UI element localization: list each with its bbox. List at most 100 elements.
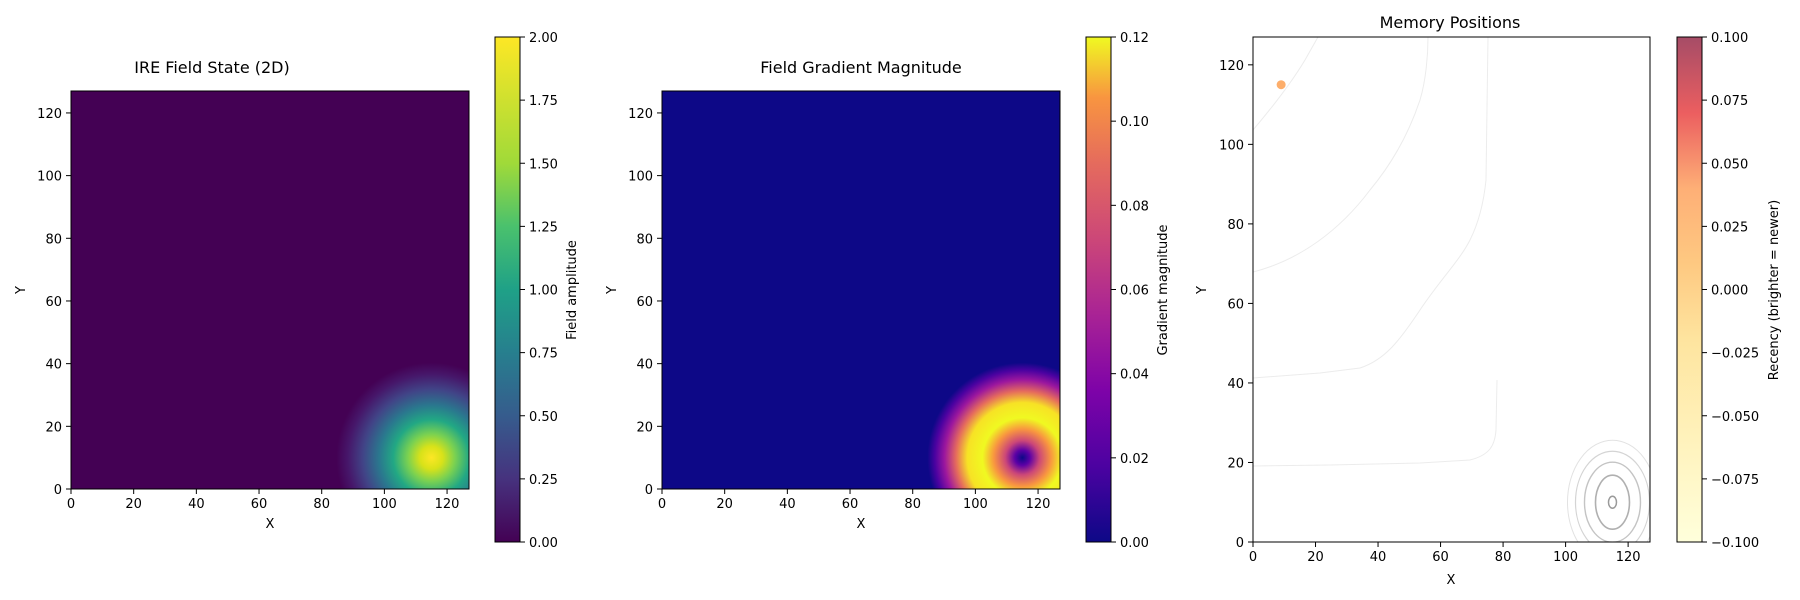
y-tick-label: 80: [45, 232, 62, 247]
x-tick-label: 80: [313, 497, 330, 512]
panel1-field-peak: [336, 362, 469, 489]
panel-memory-positions: Memory Positions 0 20 40 60 80 100 120 0 20 40 60…: [1195, 13, 1782, 588]
y-tick-label: 120: [37, 107, 62, 122]
y-tick-label: 120: [1219, 59, 1244, 74]
x-tick-label: 100: [1553, 550, 1578, 565]
colorbar-tick-label: 0.08: [1120, 199, 1149, 214]
contour-line: [1253, 37, 1489, 379]
colorbar-tick-label: 1.25: [529, 220, 558, 235]
x-tick-label: 20: [125, 497, 142, 512]
colorbar-tick-label: 0.00: [1120, 536, 1149, 551]
y-tick-label: 20: [1227, 456, 1244, 471]
panel3-title: Memory Positions: [1380, 13, 1521, 32]
y-tick-label: 40: [45, 358, 62, 373]
panel3-y-ticks: 0 20 40 60 80 100 120: [1219, 59, 1253, 551]
panel1-x-ticks: 0 20 40 60 80 100 120: [67, 489, 459, 512]
panel2-y-label: Y: [605, 286, 620, 295]
panel1-title: IRE Field State (2D): [134, 58, 289, 77]
panel2-title: Field Gradient Magnitude: [760, 58, 962, 77]
x-tick-label: 0: [658, 497, 666, 512]
panel2-colorbar-ticks: 0.00 0.02 0.04 0.06 0.08 0.10 0.12: [1111, 31, 1149, 551]
y-tick-label: 40: [636, 358, 653, 373]
panel2-x-ticks: 0 20 40 60 80 100 120: [658, 489, 1051, 512]
colorbar-tick-label: 0.02: [1120, 452, 1149, 467]
contour-ring: [1607, 495, 1618, 509]
y-tick-label: 20: [636, 420, 653, 435]
panel2-gradient-ring: [927, 362, 1060, 489]
x-tick-label: 20: [1307, 550, 1324, 565]
panel-gradient-magnitude: Field Gradient Magnitude 0 20 40 60 80 100 120…: [605, 31, 1171, 551]
contour-ring: [1567, 439, 1650, 542]
panel-field-state: IRE Field State (2D) 0 20 40 60 80 100 120 0 20…: [14, 31, 580, 551]
y-tick-label: 100: [628, 170, 653, 185]
colorbar-tick-label: −0.025: [1711, 347, 1759, 362]
field-peak-blob: [336, 362, 469, 489]
colorbar-tick-label: 0.10: [1120, 115, 1149, 130]
colorbar-tick-label: 0.050: [1711, 157, 1748, 172]
panel3-contour-lines: [1253, 37, 1650, 542]
contour-ring: [1574, 450, 1650, 542]
panel2-colorbar-label: Gradient magnitude: [1156, 224, 1171, 355]
colorbar-tick-label: 0.12: [1120, 31, 1149, 46]
y-tick-label: 80: [1227, 218, 1244, 233]
colorbar-tick-label: −0.050: [1711, 410, 1759, 425]
panel2-y-ticks: 0 20 40 60 80 100 120: [628, 107, 662, 498]
x-tick-label: 0: [1249, 550, 1257, 565]
y-tick-label: 20: [45, 420, 62, 435]
colorbar-tick-label: 0.00: [529, 536, 558, 551]
y-tick-label: 0: [1236, 536, 1244, 551]
y-tick-label: 100: [1219, 138, 1244, 153]
y-tick-label: 80: [636, 232, 653, 247]
gradient-ring: [927, 362, 1060, 489]
memory-point: [1276, 80, 1286, 90]
x-tick-label: 40: [188, 497, 205, 512]
x-tick-label: 0: [67, 497, 75, 512]
panel3-colorbar-label: Recency (brighter = newer): [1767, 200, 1782, 380]
panel3-y-label: Y: [1195, 286, 1210, 295]
colorbar-tick-label: 1.50: [529, 157, 558, 172]
panel3-colorbar: [1676, 36, 1703, 543]
panel1-colorbar: [494, 36, 521, 543]
contour-line: [1253, 379, 1498, 467]
panel3-x-ticks: 0 20 40 60 80 100 120: [1249, 542, 1641, 565]
colorbar-tick-label: 0.100: [1711, 31, 1748, 46]
panel3-colorbar-ticks: −0.100 −0.075 −0.050 −0.025 0.000 0.025 0.050 0…: [1702, 31, 1759, 551]
colorbar-tick-label: 0.50: [529, 410, 558, 425]
panel3-axes-frame: [1252, 36, 1651, 543]
panel1-y-ticks: 0 20 40 60 80 100 120: [37, 107, 71, 498]
x-tick-label: 80: [1495, 550, 1512, 565]
y-tick-label: 100: [37, 170, 62, 185]
panel3-plot-area: [1253, 37, 1650, 542]
y-tick-label: 60: [45, 295, 62, 310]
colorbar-tick-label: 0.000: [1711, 284, 1748, 299]
colorbar-tick-label: 1.00: [529, 284, 558, 299]
x-tick-label: 100: [963, 497, 988, 512]
colorbar-tick-label: 0.06: [1120, 284, 1149, 299]
panel3-memory-points: [1276, 80, 1286, 90]
colorbar-tick-label: 1.75: [529, 94, 558, 109]
x-tick-label: 40: [779, 497, 796, 512]
x-tick-label: 60: [1432, 550, 1449, 565]
x-tick-label: 120: [1616, 550, 1641, 565]
colorbar-tick-label: 0.25: [529, 473, 558, 488]
y-tick-label: 120: [628, 107, 653, 122]
colorbar-tick-label: 2.00: [529, 31, 558, 46]
colorbar-tick-label: 0.04: [1120, 368, 1149, 383]
x-tick-label: 60: [842, 497, 859, 512]
panel1-colorbar-label: Field amplitude: [565, 240, 580, 340]
contour-line: [1253, 37, 1429, 273]
x-tick-label: 120: [1026, 497, 1051, 512]
x-tick-label: 80: [904, 497, 921, 512]
y-tick-label: 0: [645, 483, 653, 498]
panel2-x-label: X: [857, 517, 866, 532]
panel1-y-label: Y: [14, 286, 29, 295]
y-tick-label: 0: [54, 483, 62, 498]
panel3-x-label: X: [1447, 573, 1456, 588]
contour-line: [1253, 37, 1319, 131]
y-tick-label: 60: [1227, 297, 1244, 312]
panel1-colorbar-ticks: 0.00 0.25 0.50 0.75 1.00 1.25 1.50 1.75 2.00: [520, 31, 558, 551]
contour-ring: [1583, 461, 1642, 542]
colorbar-tick-label: 0.75: [529, 347, 558, 362]
panel2-colorbar: [1085, 36, 1112, 543]
